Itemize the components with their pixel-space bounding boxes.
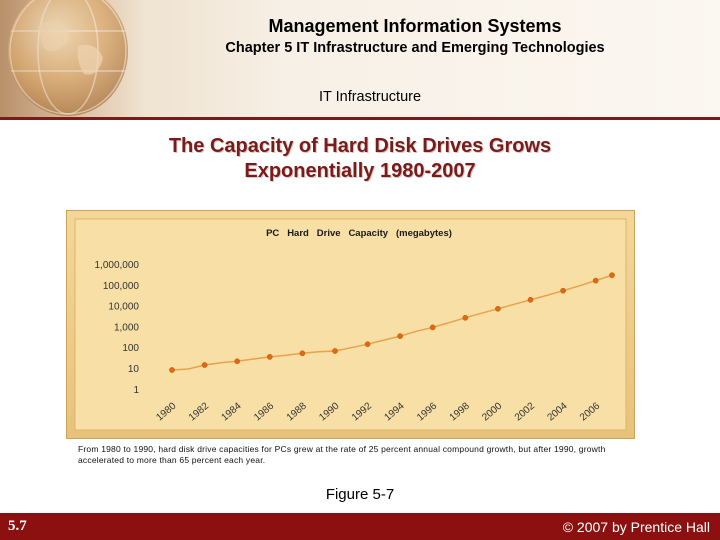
data-point <box>560 287 566 294</box>
slide-title: The Capacity of Hard Disk Drives Grows E… <box>0 134 720 184</box>
data-point <box>462 314 469 321</box>
y-tick-label: 100,000 <box>103 281 140 292</box>
data-point <box>169 367 175 373</box>
figure-label: Figure 5-7 <box>325 486 395 503</box>
hard-drive-capacity-chart: PC Hard Drive Capacity (megabytes) 1,000,… <box>74 218 627 431</box>
globe-icon <box>8 0 128 116</box>
course-title: Management Information Systems <box>268 16 562 36</box>
slide-title-line-2: Exponentially 1980-2007 <box>244 160 476 182</box>
slide-footer: 5.7 © 2007 by Prentice Hall <box>0 513 720 540</box>
section-label: IT Infrastructure <box>318 89 422 105</box>
y-tick-label: 10,000 <box>108 302 139 313</box>
series-line <box>171 274 613 371</box>
data-point <box>234 358 241 365</box>
slide-number: 5.7 <box>8 518 27 534</box>
figure-caption: From 1980 to 1990, hard disk drive capac… <box>78 444 606 465</box>
data-point <box>495 305 501 312</box>
chapter-subtitle: Chapter 5 IT Infrastructure and Emerging… <box>225 40 605 56</box>
chart-panel: PC Hard Drive Capacity (megabytes) 1,000,… <box>66 210 635 439</box>
y-tick-label: 1,000 <box>114 322 139 333</box>
data-point <box>527 296 534 303</box>
data-point <box>299 350 306 357</box>
slide-title-line-1: The Capacity of Hard Disk Drives Grows <box>168 135 552 157</box>
y-tick-label: 1,000,000 <box>95 260 140 271</box>
data-point <box>364 341 371 348</box>
y-tick-label: 10 <box>128 364 140 375</box>
slide-header: Management Information Systems Chapter 5… <box>0 0 720 118</box>
plot-panel <box>74 218 627 431</box>
y-tick-label: 1 <box>133 385 139 396</box>
data-point <box>266 354 273 360</box>
header-divider <box>0 117 720 120</box>
data-point <box>429 324 436 331</box>
data-point <box>592 277 599 284</box>
data-point <box>332 348 338 354</box>
data-point <box>609 272 615 279</box>
data-point <box>397 333 403 339</box>
chart-title: PC Hard Drive Capacity (megabytes) <box>266 228 452 239</box>
y-tick-label: 100 <box>122 343 139 354</box>
data-point <box>201 362 208 368</box>
copyright: © 2007 by Prentice Hall <box>562 519 710 535</box>
